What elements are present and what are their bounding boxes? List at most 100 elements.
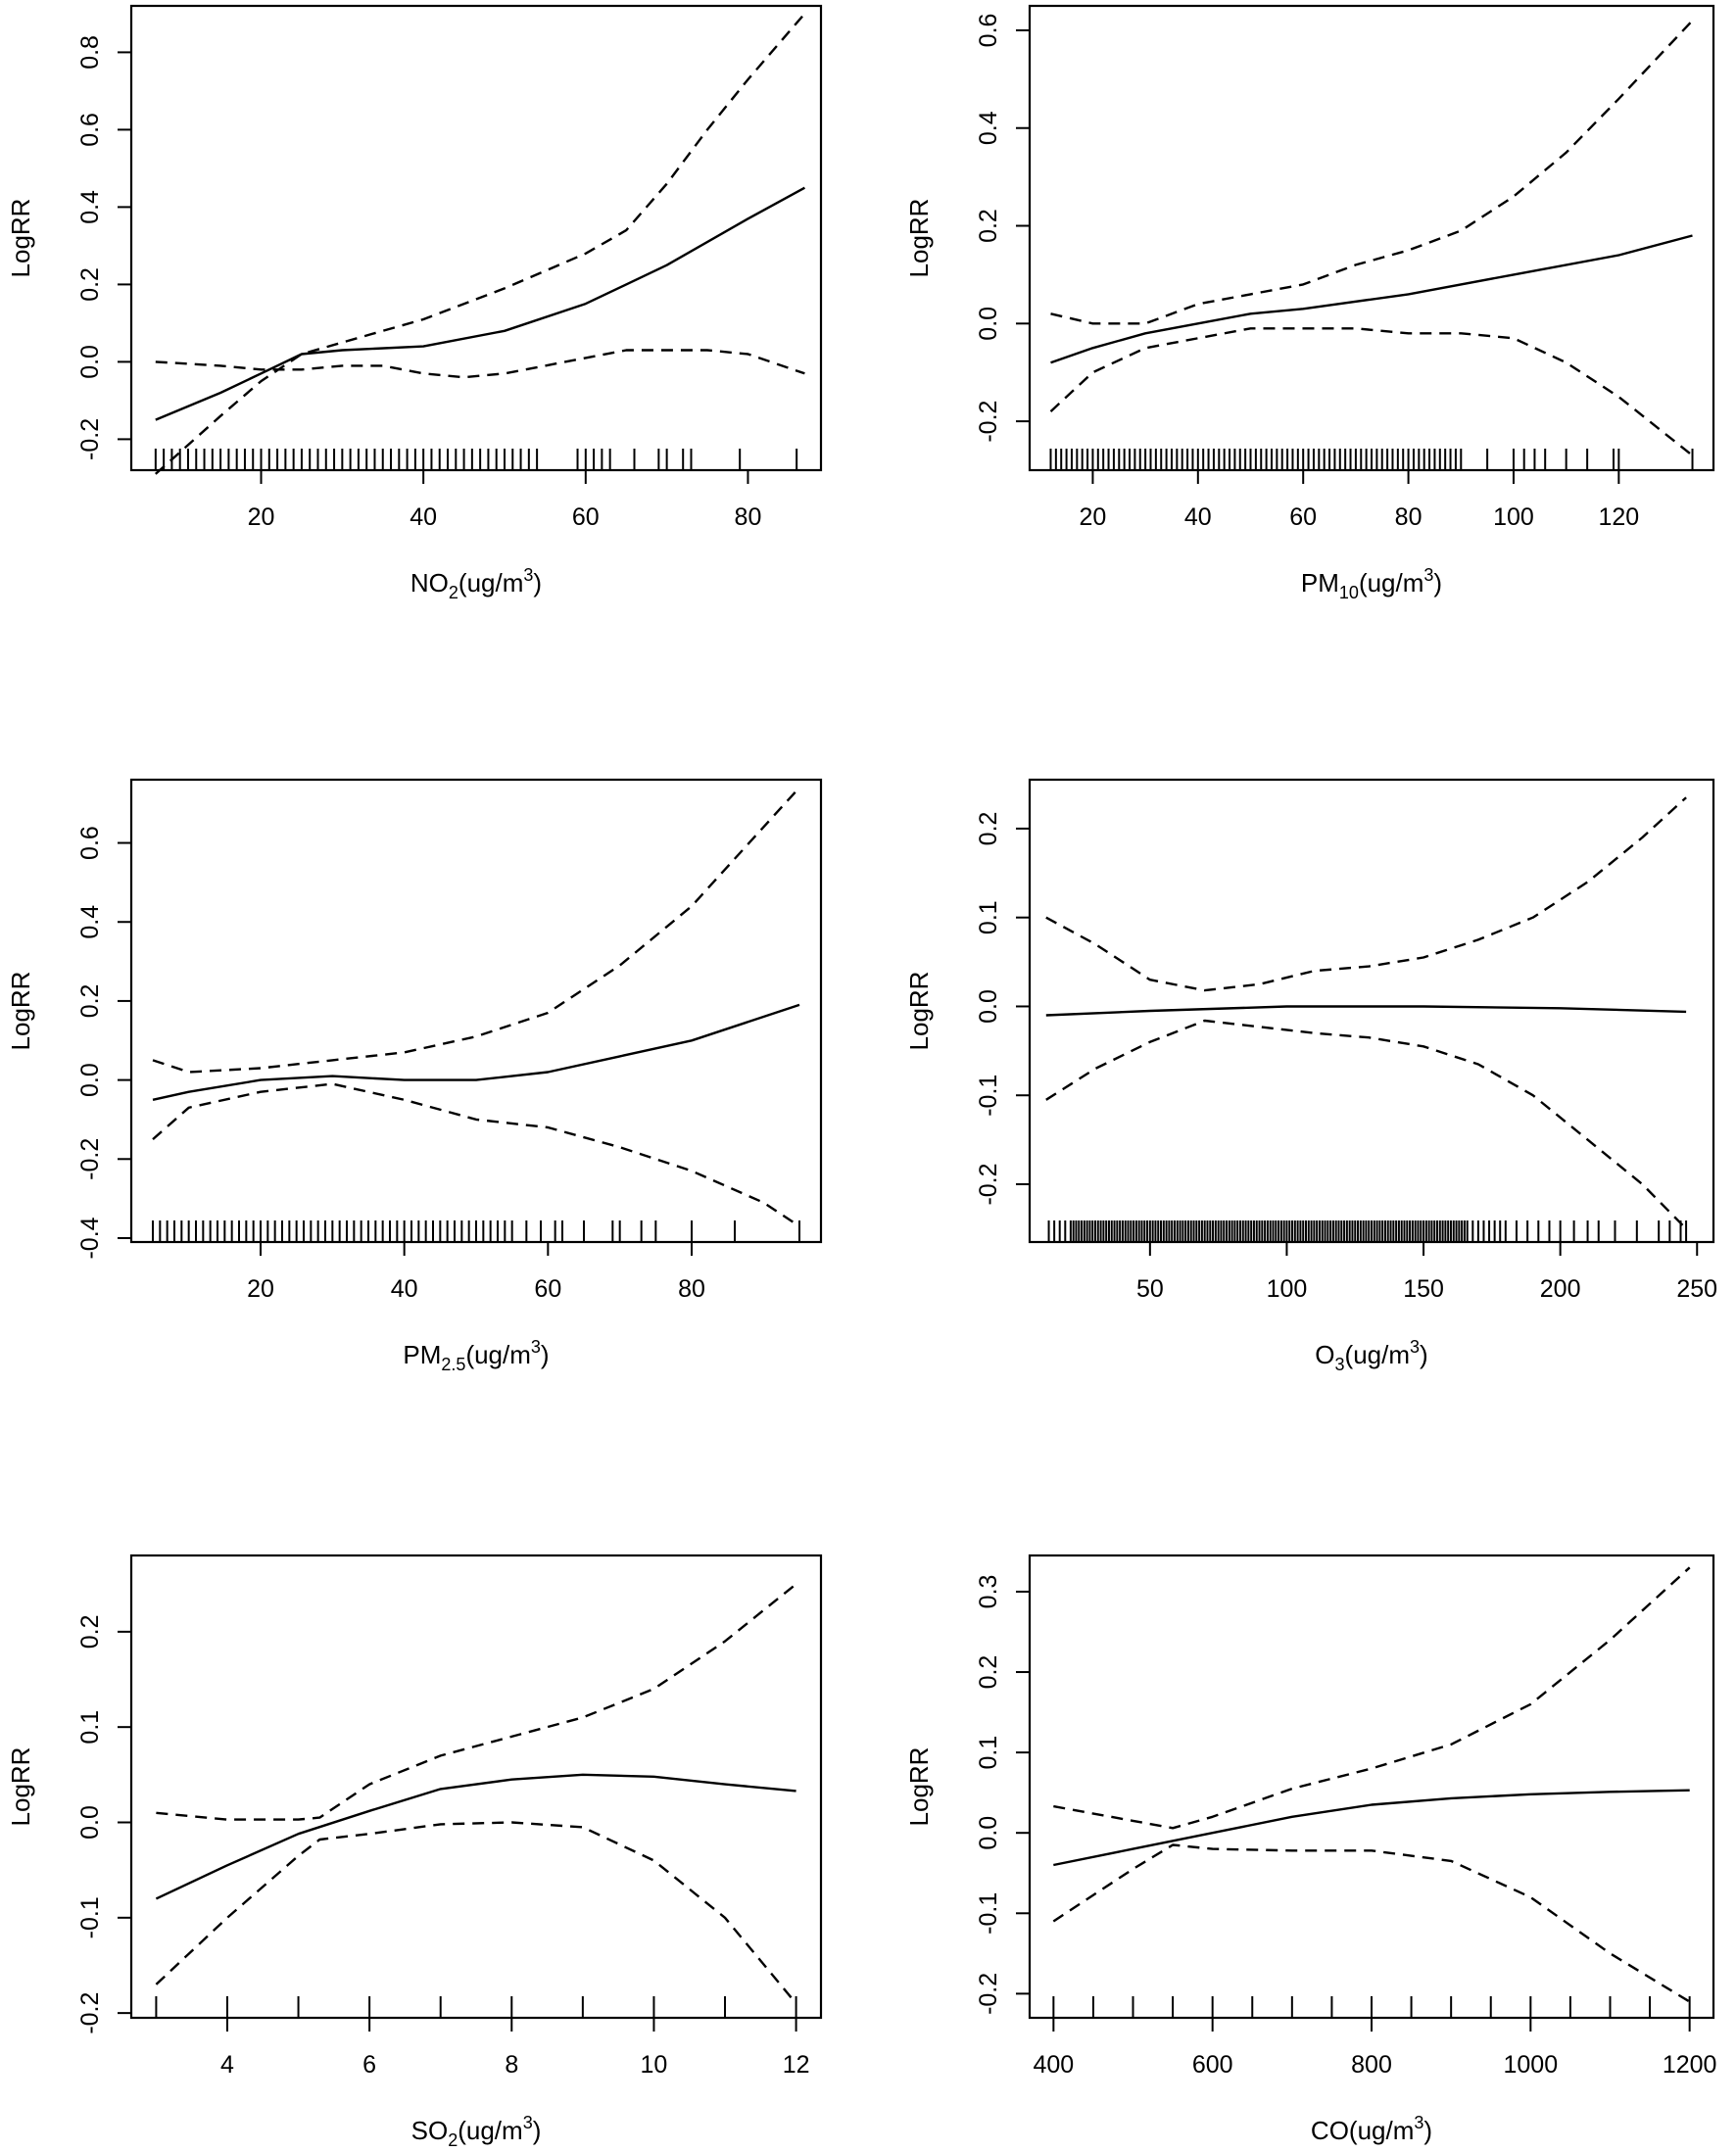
x-axis-title-part: (ug/m [458, 568, 523, 598]
y-tick-label: -0.2 [76, 418, 104, 460]
x-axis-title: PM10(ug/m3) [1301, 565, 1442, 602]
y-tick-label: 0.4 [975, 111, 1002, 145]
x-axis-title-part: (ug/m [1349, 2116, 1414, 2145]
x-tick-label: 100 [1493, 503, 1534, 531]
confidence-band-line [152, 787, 800, 1074]
confidence-band-line [1052, 1843, 1691, 2003]
y-tick-label: -0.1 [975, 1892, 1002, 1935]
confidence-band-line [155, 349, 805, 379]
x-tick-label: 1200 [1663, 2051, 1717, 2079]
x-tick-label: 40 [410, 503, 437, 531]
y-tick-label: 0.8 [76, 35, 104, 70]
y-tick-label: -0.1 [76, 1896, 104, 1938]
estimate-line [155, 186, 805, 421]
panel-no2: 20 40 60 80 -0.2 0.0 0.2 0.4 0.6 0.8 LogRR NO2(ug/m… [6, 4, 823, 602]
y-tick-label: -0.1 [975, 1075, 1002, 1117]
y-tick-label: 0.2 [76, 267, 104, 302]
y-tick-label: -0.2 [76, 1138, 104, 1180]
x-tick-label: 200 [1540, 1275, 1581, 1303]
y-tick-label: 0.0 [76, 1063, 104, 1097]
x-tick-label: 250 [1676, 1275, 1717, 1303]
x-tick-label: 600 [1192, 2051, 1233, 2079]
estimate-line [152, 1003, 800, 1101]
estimate-line [1050, 234, 1693, 364]
x-axis-title-part: PM [403, 1340, 441, 1369]
panel-pm25: 20 40 60 80 -0.4 -0.2 0.0 0.2 0.4 0.6 LogRR PM2.5(u… [6, 778, 823, 1374]
x-axis-title-part: 2 [449, 583, 458, 602]
plot-frame [1028, 4, 1715, 472]
y-tick-label: 0.0 [76, 345, 104, 379]
x-tick-label: 60 [1289, 503, 1317, 531]
x-tick-label: 80 [735, 503, 762, 531]
x-tick-label: 80 [1395, 503, 1423, 531]
x-tick-label: 60 [534, 1275, 561, 1303]
x-axis-title-part: NO [410, 568, 449, 598]
x-axis-title-part: 2.5 [441, 1355, 465, 1374]
y-tick-label: 0.1 [76, 1710, 104, 1745]
confidence-band-line [156, 1583, 797, 1821]
x-axis-title-part: 3 [523, 565, 533, 585]
y-tick-label: 0.2 [76, 1614, 104, 1649]
x-axis-title: SO2(ug/m3) [411, 2113, 542, 2150]
y-tick-label: 0.2 [975, 209, 1002, 243]
confidence-band-line [1045, 796, 1687, 992]
confidence-band-line [1050, 20, 1694, 325]
x-tick-label: 100 [1267, 1275, 1308, 1303]
y-tick-label: 0.2 [975, 1655, 1002, 1690]
estimate-line [1045, 1005, 1687, 1017]
x-axis-title: O3(ug/m3) [1315, 1337, 1427, 1374]
y-axis-title: LogRR [904, 199, 934, 278]
plot-frame [129, 4, 823, 472]
x-axis-title-part: ) [1423, 2116, 1432, 2145]
x-tick-label: 800 [1351, 2051, 1392, 2079]
x-tick-label: 10 [641, 2051, 668, 2079]
x-axis-title-part: PM [1301, 568, 1339, 598]
x-axis-title-part: 3 [1423, 565, 1433, 585]
y-tick-label: 0.6 [975, 14, 1002, 48]
plot-frame [129, 778, 823, 1244]
x-tick-label: 40 [391, 1275, 418, 1303]
x-axis-title-part: ) [533, 568, 542, 598]
y-tick-label: 0.0 [975, 989, 1002, 1024]
x-tick-label: 120 [1598, 503, 1639, 531]
panel-o3: 50 100 150 200 250-0.2-0.10.00.10.2LogRRO3(u… [904, 778, 1717, 1374]
x-tick-label: 12 [783, 2051, 810, 2079]
x-axis-title-part: (ug/m [458, 2116, 522, 2145]
confidence-band-line [155, 13, 806, 475]
x-axis-title: CO(ug/m3) [1311, 2113, 1432, 2145]
y-tick-label: 0.1 [975, 900, 1002, 934]
x-axis-title-part: 10 [1339, 583, 1359, 602]
x-axis-title-part: (ug/m [1359, 568, 1423, 598]
x-axis-title-part: 3 [1335, 1355, 1345, 1374]
x-tick-label: 20 [247, 1275, 274, 1303]
y-tick-label: 0.0 [975, 307, 1002, 341]
x-tick-label: 50 [1136, 1275, 1164, 1303]
y-tick-label: 0.0 [975, 1816, 1002, 1850]
y-tick-label: 0.0 [76, 1805, 104, 1840]
estimate-line [155, 1773, 796, 1900]
y-tick-label: -0.4 [76, 1217, 104, 1259]
y-tick-label: -0.2 [975, 401, 1002, 443]
x-tick-label: 20 [248, 503, 275, 531]
confidence-band-line [1053, 1566, 1691, 1830]
estimate-line [1053, 1789, 1690, 1867]
y-tick-label: 0.3 [975, 1575, 1002, 1609]
x-axis-title-part: 3 [531, 1337, 541, 1357]
x-axis-title-part: 3 [523, 2113, 533, 2132]
x-tick-label: 400 [1033, 2051, 1074, 2079]
x-axis-title: NO2(ug/m3) [410, 565, 542, 602]
y-tick-label: 0.4 [76, 905, 104, 939]
x-tick-label: 40 [1184, 503, 1212, 531]
x-axis-title-part: 2 [448, 2130, 458, 2150]
confidence-band-line [152, 1082, 800, 1227]
x-axis-title-part: ) [541, 1340, 550, 1369]
x-tick-label: 20 [1080, 503, 1107, 531]
confidence-band-line [1045, 1019, 1687, 1230]
confidence-band-line [1049, 327, 1694, 456]
panel-co: 400 600 800 1000 1200 -0.2 -0.1 0.0 0.1 0.2 0.3 Log… [904, 1554, 1717, 2145]
y-tick-label: -0.2 [975, 1163, 1002, 1205]
x-axis-title-part: ) [1433, 568, 1442, 598]
x-axis-title-part: 3 [1414, 2113, 1423, 2132]
x-tick-label: 60 [572, 503, 600, 531]
